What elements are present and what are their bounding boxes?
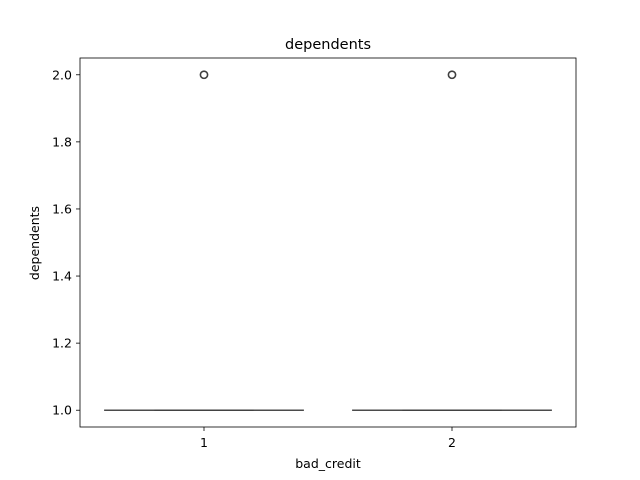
box-group bbox=[352, 70, 552, 411]
y-tick-label: 1.2 bbox=[52, 336, 72, 351]
y-tick-label: 1.6 bbox=[52, 201, 72, 216]
x-tick-label: 1 bbox=[200, 435, 208, 450]
box-group bbox=[104, 70, 304, 411]
y-tick-label: 2.0 bbox=[52, 67, 72, 82]
y-tick-label: 1.0 bbox=[52, 403, 72, 418]
y-tick-label: 1.8 bbox=[52, 134, 72, 149]
x-tick-label: 2 bbox=[448, 435, 456, 450]
box-outlier bbox=[447, 70, 457, 80]
chart-title: dependents bbox=[285, 37, 371, 53]
y-tick-label: 1.4 bbox=[52, 269, 72, 284]
y-axis-label: dependents bbox=[27, 206, 42, 280]
boxes-layer bbox=[104, 70, 552, 411]
plot-area bbox=[80, 58, 576, 427]
y-ticks-layer: 1.0 1.2 1.4 1.6 1.8 2.0 bbox=[52, 67, 80, 418]
box-outlier bbox=[199, 70, 209, 80]
x-axis-label: bad_credit bbox=[295, 456, 361, 471]
plot-frame bbox=[79, 57, 577, 428]
